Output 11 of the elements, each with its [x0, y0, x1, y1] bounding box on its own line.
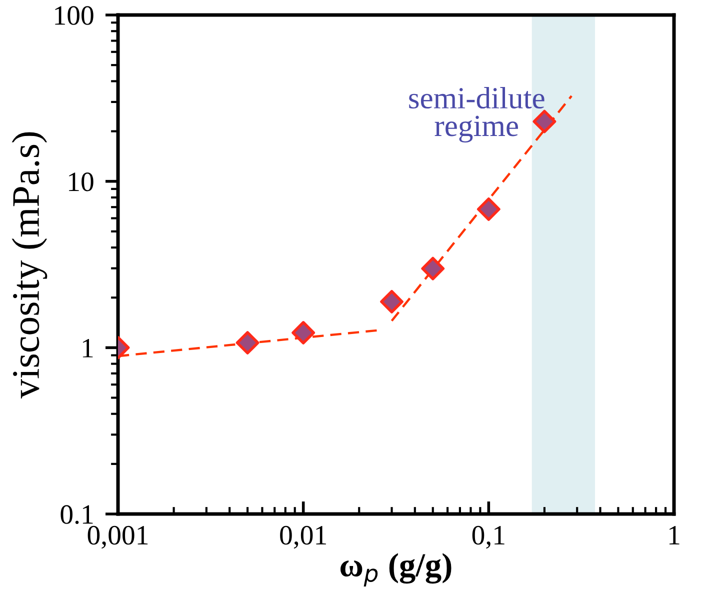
y-tick-label: 10 [69, 172, 94, 192]
y-axis-title: viscosity (mPa.s) [12, 132, 48, 398]
x-tick-label: 0,001 [88, 526, 148, 549]
x-axis-title: ω$_{p}$ (g/g) [340, 553, 452, 587]
x-tick-label: 0,1 [472, 526, 504, 549]
annotation: semi-dilute regime [409, 87, 544, 143]
x-tick-label: 1 [670, 526, 680, 544]
y-tick-label: 100 [55, 6, 94, 25]
y-tick-label: 1 [82, 338, 93, 358]
y-tick-label: 0.1 [60, 505, 93, 524]
x-tick-label: 0,01 [280, 526, 326, 549]
